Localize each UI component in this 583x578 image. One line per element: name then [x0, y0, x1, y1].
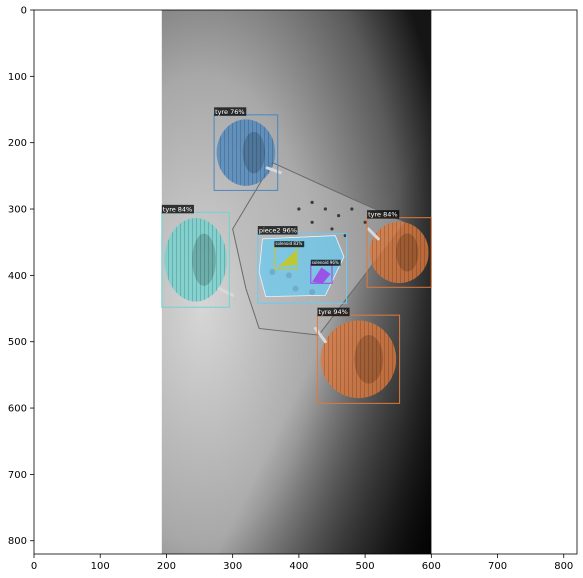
tyre-bottom-mask: [320, 320, 397, 399]
x-tick-label: 100: [91, 561, 110, 572]
small-purple-part-mask: [312, 267, 331, 284]
small-yellow-part-label: solenoid 83%: [275, 241, 302, 246]
y-tick-label: 0: [21, 6, 27, 17]
tyre-top-mask: [216, 119, 276, 186]
x-tick-label: 800: [554, 561, 573, 572]
tray-hole: [310, 220, 314, 224]
y-tick-label: 300: [8, 205, 27, 216]
small-purple-part-label-bg: [310, 259, 341, 266]
tyre-top-detection: tyre 76%: [213, 107, 279, 191]
piece2-box: [257, 233, 348, 304]
tray-hole: [310, 200, 314, 204]
tray-hole: [337, 214, 341, 218]
axle: [217, 287, 235, 297]
tyre-top-label-bg: [214, 107, 247, 116]
tyre-right-mask: [369, 221, 429, 284]
tyre-left-mask: [164, 218, 227, 302]
tyre-left-detection: tyre 84%: [161, 204, 230, 308]
y-tick-label: 100: [8, 72, 27, 83]
small-purple-part-label: solenoid 96%: [312, 260, 339, 265]
tyre-right-detection: tyre 84%: [366, 210, 432, 288]
tyre-bottom-label-bg: [317, 307, 350, 317]
segmentation-masks: [164, 119, 429, 399]
y-tick-label: 700: [8, 470, 27, 481]
tyre-right-label: tyre 84%: [368, 211, 397, 219]
y-tick-label: 600: [8, 404, 27, 415]
tray-hole: [330, 227, 334, 231]
x-tick-label: 300: [223, 561, 242, 572]
tyre-left-label-bg: [161, 204, 194, 214]
tyre-bottom-label: tyre 94%: [318, 308, 347, 316]
small-purple-part-detection: solenoid 96%: [310, 259, 341, 284]
x-tick-label: 0: [31, 561, 37, 572]
tyre-bottom-detection: tyre 94%: [316, 307, 401, 404]
axle: [366, 227, 380, 241]
tyre-bottom-box: [316, 314, 401, 404]
tyre-right-label-bg: [367, 210, 400, 219]
y-axis: 0 100 200 300 400 500 600 700 800: [8, 6, 34, 547]
piece2-detection: piece2 96%: [257, 226, 348, 304]
tray-hole: [297, 207, 301, 211]
x-axis: 0 100 200 300 400 500 600 700 800: [31, 554, 573, 572]
tray-hole: [323, 207, 327, 211]
tyre-left-label: tyre 84%: [163, 205, 192, 213]
x-tick-label: 600: [422, 561, 441, 572]
x-tick-label: 700: [488, 561, 507, 572]
detection-boxes: tyre 76% tyre 84% tyre 84% tyre 94% piece2 9…: [161, 107, 432, 404]
y-tick-label: 500: [8, 337, 27, 348]
tyre-left-box: [161, 211, 230, 308]
x-tick-label: 400: [289, 561, 308, 572]
small-yellow-part-detection: solenoid 83%: [273, 241, 305, 270]
piece2-label: piece2 96%: [259, 227, 297, 235]
tray-hole: [350, 207, 354, 211]
y-tick-label: 200: [8, 138, 27, 149]
y-tick-label: 400: [8, 271, 27, 282]
tyre-top-label: tyre 76%: [215, 108, 244, 116]
small-yellow-part-label-bg: [274, 241, 305, 248]
y-tick-label: 800: [8, 536, 27, 547]
piece2-label-bg: [257, 226, 298, 235]
tray-hole: [363, 220, 367, 224]
small-yellow-part-mask: [277, 250, 297, 268]
x-tick-label: 500: [356, 561, 375, 572]
axes-frame: [33, 9, 578, 555]
x-tick-label: 200: [157, 561, 176, 572]
